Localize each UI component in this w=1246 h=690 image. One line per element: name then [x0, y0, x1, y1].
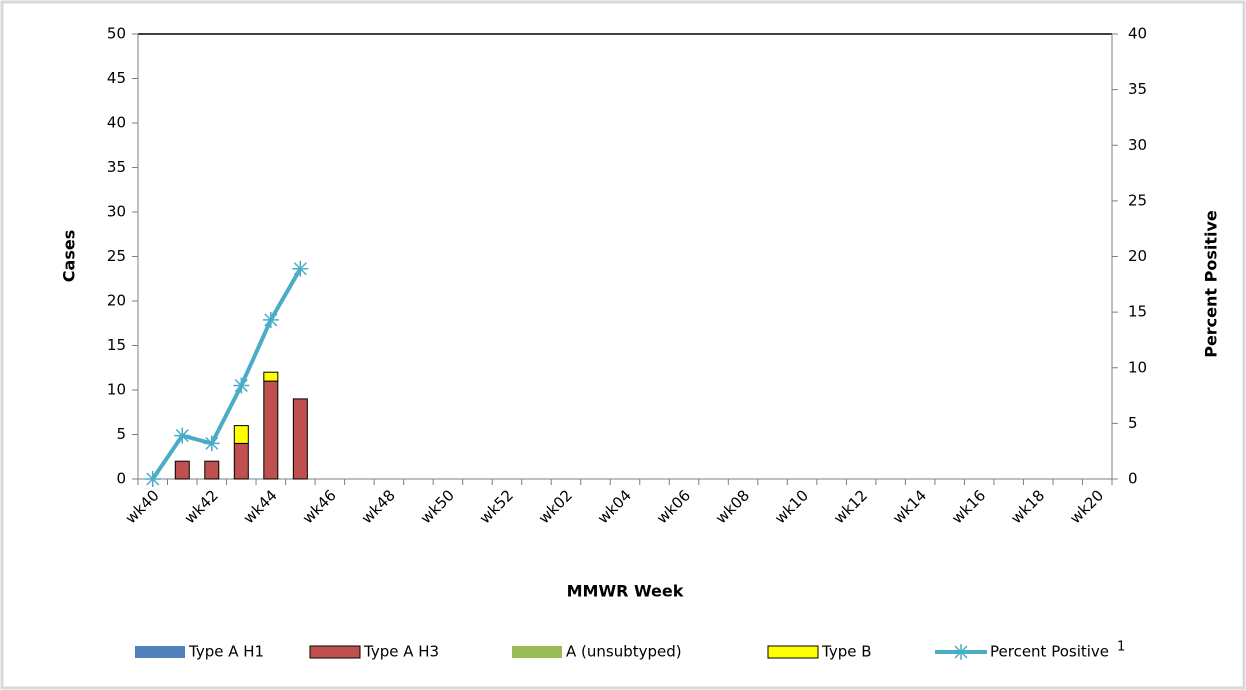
y-tick-label: 0	[116, 470, 126, 488]
y-tick-label: 10	[107, 381, 126, 399]
marker-stroke	[205, 436, 219, 450]
legend-label: Type B	[821, 643, 872, 661]
y2-tick-label: 5	[1128, 414, 1138, 432]
y-tick-label: 50	[107, 25, 126, 43]
y-tick-label: 45	[107, 69, 126, 87]
bar	[233, 442, 249, 480]
line-marker	[144, 471, 161, 487]
y2-tick-label: 0	[1128, 470, 1138, 488]
line	[151, 267, 303, 481]
y-tick-label: 20	[107, 292, 126, 310]
legend-swatch	[953, 644, 969, 660]
line-marker	[174, 427, 191, 444]
legend-swatch	[767, 645, 819, 659]
bar	[174, 460, 190, 480]
y-tick-label: 5	[116, 425, 126, 443]
y2-tick-label: 40	[1128, 25, 1147, 43]
legend-swatch	[512, 646, 562, 658]
marker-stroke	[175, 429, 189, 443]
line-marker	[292, 260, 309, 277]
line-marker	[233, 377, 250, 394]
marker-stroke	[264, 313, 278, 327]
y-axis-title: Cases	[60, 230, 79, 282]
legend-label: Type A H3	[363, 643, 439, 661]
line-marker	[203, 435, 220, 452]
bar	[263, 371, 279, 382]
line-marker	[262, 311, 279, 328]
legend-swatch	[135, 646, 185, 658]
legend-note: 1	[1117, 640, 1125, 655]
y2-tick-label: 35	[1128, 80, 1147, 98]
marker-stroke	[293, 262, 307, 276]
y-tick-label: 25	[107, 247, 126, 265]
y2-axis-title: Percent Positive	[1202, 210, 1221, 358]
marker-stroke	[234, 379, 248, 393]
y-tick-label: 35	[107, 158, 126, 176]
x-axis-title: MMWR Week	[567, 582, 684, 601]
y-tick-label: 30	[107, 203, 126, 221]
bar	[263, 380, 279, 480]
y-tick-label: 40	[107, 114, 126, 132]
y2-tick-label: 20	[1128, 247, 1147, 265]
legend-label: Type A H1	[188, 643, 264, 661]
y2-tick-label: 15	[1128, 303, 1147, 321]
legend-label: A (unsubtyped)	[566, 643, 682, 661]
marker-stroke	[146, 472, 160, 486]
y2-tick-label: 10	[1128, 358, 1147, 376]
y2-tick-label: 25	[1128, 191, 1147, 209]
y2-tick-label: 30	[1128, 136, 1147, 154]
bar	[233, 425, 249, 444]
bar	[292, 398, 308, 480]
legend-label: Percent Positive	[990, 643, 1109, 661]
legend-swatch	[309, 645, 361, 659]
bar	[204, 460, 220, 480]
y-tick-label: 15	[107, 336, 126, 354]
